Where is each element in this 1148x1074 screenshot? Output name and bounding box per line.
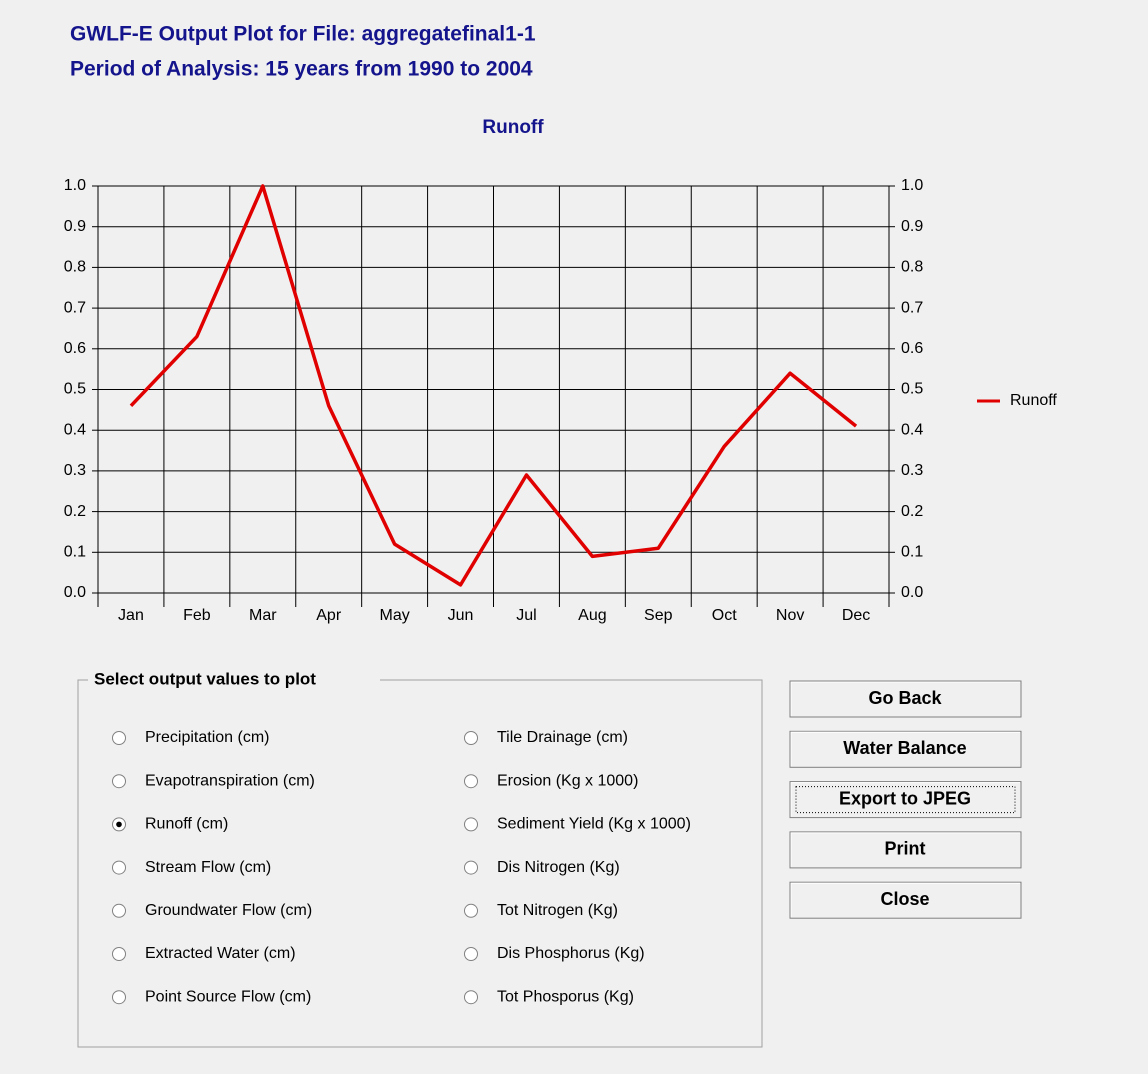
button-highlight [790, 882, 1020, 918]
x-tick-label: Aug [578, 607, 606, 624]
radio-label[interactable]: Tot Phosporus (Kg) [497, 988, 634, 1005]
radio-button[interactable] [112, 990, 126, 1005]
x-tick-label: Sep [644, 607, 673, 624]
y2-tick-label: 0.6 [901, 340, 923, 357]
button[interactable] [789, 680, 1022, 718]
button-highlight [790, 832, 1020, 867]
x-tick-label: May [380, 607, 410, 624]
radio-label[interactable]: Groundwater Flow (cm) [145, 902, 312, 919]
x-tick-label: Feb [183, 607, 211, 624]
header-title: GWLF-E Output Plot for File: aggregatefi… [70, 23, 536, 46]
y2-tick-label: 0.0 [901, 584, 923, 601]
button[interactable] [789, 881, 1022, 919]
radio-label[interactable]: Extracted Water (cm) [145, 945, 296, 962]
radio-button[interactable] [112, 731, 126, 745]
data-line [129, 184, 858, 587]
button-label[interactable]: Go Back [868, 688, 942, 708]
y-tick-label: 0.5 [64, 381, 86, 398]
y-tick-label: 0.0 [64, 584, 86, 601]
header-subtitle: Period of Analysis: 15 years from 1990 t… [70, 58, 533, 81]
y2-tick-label: 0.5 [901, 381, 923, 398]
button-label[interactable]: Export to JPEG [839, 788, 971, 808]
button[interactable] [789, 831, 1022, 869]
x-tick-label: Nov [776, 607, 804, 624]
y-tick-label: 0.4 [64, 421, 86, 438]
y2-tick-label: 0.3 [901, 462, 923, 479]
x-tick-label: Jul [516, 607, 536, 624]
button-highlight [790, 681, 1020, 716]
x-tick-label: Mar [249, 607, 277, 624]
y2-tick-label: 0.2 [901, 503, 923, 520]
button-label[interactable]: Print [884, 839, 925, 859]
radio-button[interactable] [464, 990, 478, 1005]
legend-label: Runoff [1010, 392, 1057, 409]
button-highlight [790, 731, 1020, 767]
y2-tick-label: 0.9 [901, 218, 923, 235]
button[interactable] [789, 781, 1022, 819]
button-highlight [790, 782, 1020, 817]
radio-label[interactable]: Tile Drainage (cm) [497, 729, 628, 746]
radio-label[interactable]: Precipitation (cm) [145, 729, 269, 746]
y-tick-label: 0.3 [64, 462, 86, 479]
y-tick-label: 1.0 [64, 177, 86, 194]
chart-title: Runoff [482, 117, 544, 138]
radio-button[interactable] [464, 731, 478, 745]
x-tick-label: Jun [448, 607, 474, 624]
x-tick-label: Apr [316, 607, 342, 624]
group-title: Select output values to plot [94, 669, 316, 688]
x-tick-label: Jan [118, 607, 144, 624]
x-tick-label: Oct [712, 607, 737, 624]
y-tick-label: 0.8 [64, 259, 86, 276]
y-tick-label: 0.2 [64, 503, 86, 520]
y2-tick-label: 1.0 [901, 177, 923, 194]
x-tick-label: Dec [842, 607, 870, 624]
radio-label[interactable]: Sediment Yield (Kg x 1000) [497, 816, 691, 833]
radio-dot [116, 821, 122, 828]
radio-label[interactable]: Evapotranspiration (cm) [145, 772, 315, 789]
radio-label[interactable]: Dis Nitrogen (Kg) [497, 859, 620, 876]
radio-label[interactable]: Point Source Flow (cm) [145, 988, 311, 1005]
y2-tick-label: 0.7 [901, 299, 923, 316]
button[interactable] [789, 730, 1022, 768]
y2-tick-label: 0.8 [901, 259, 923, 276]
group-box [77, 679, 763, 1048]
y2-tick-label: 0.1 [901, 544, 923, 561]
radio-label[interactable]: Runoff (cm) [145, 816, 228, 833]
radio-label[interactable]: Dis Phosphorus (Kg) [497, 945, 645, 962]
radio-button[interactable] [464, 817, 478, 832]
radio-button[interactable] [112, 774, 126, 789]
radio-button[interactable] [464, 947, 478, 961]
radio-label[interactable]: Stream Flow (cm) [145, 859, 271, 876]
button-label[interactable]: Water Balance [843, 738, 966, 758]
radio-button[interactable] [464, 903, 478, 918]
radio-label[interactable]: Tot Nitrogen (Kg) [497, 902, 618, 919]
radio-button[interactable] [112, 903, 126, 918]
radio-button[interactable] [112, 860, 126, 875]
y-tick-label: 0.7 [64, 299, 86, 316]
radio-button[interactable] [464, 860, 478, 875]
y2-tick-label: 0.4 [901, 421, 923, 438]
radio-button[interactable] [112, 947, 126, 961]
group-title-bg [88, 668, 380, 692]
y-tick-label: 0.1 [64, 544, 86, 561]
y-tick-label: 0.6 [64, 340, 86, 357]
button-label[interactable]: Close [880, 889, 929, 909]
radio-label[interactable]: Erosion (Kg x 1000) [497, 772, 638, 789]
focus-rect [795, 786, 1016, 814]
y-tick-label: 0.9 [64, 218, 86, 235]
radio-button[interactable] [464, 774, 478, 789]
